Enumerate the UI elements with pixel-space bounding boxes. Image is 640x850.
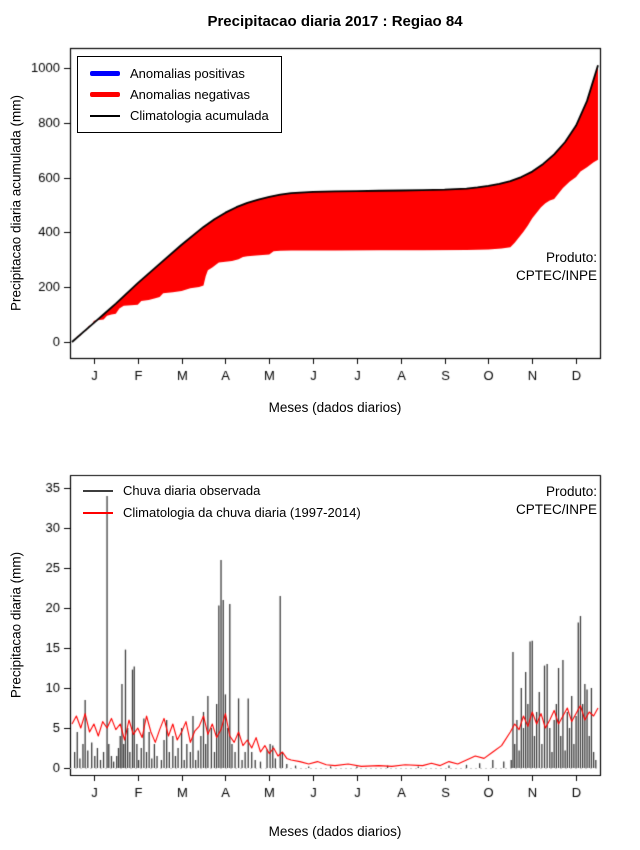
legend-label: Anomalias positivas [130, 66, 245, 81]
red-line-swatch-icon [90, 92, 120, 97]
legend-label: Anomalias negativas [130, 87, 250, 102]
red-line-swatch-icon [83, 511, 113, 514]
legend-entry-chuva-observada: Chuva diaria observada [83, 483, 361, 498]
top-chart-legend: Anomalias positivas Anomalias negativas … [77, 56, 282, 133]
bottom-chart-legend: Chuva diaria observada Climatologia da c… [77, 479, 367, 524]
legend-entry-climatologia-diaria: Climatologia da chuva diaria (1997-2014) [83, 505, 361, 520]
product-line2: CPTEC/INPE [515, 268, 597, 283]
gray-line-swatch-icon [83, 489, 113, 492]
bottom-chart-y-axis-title: Precipitacao diaria (mm) [8, 551, 24, 699]
top-chart-x-axis-title: Meses (dados diarios) [268, 400, 402, 415]
legend-entry-anomalias-positivas: Anomalias positivas [90, 66, 269, 81]
page-title: Precipitacao diaria 2017 : Regiao 84 [207, 13, 463, 30]
blue-line-swatch-icon [90, 71, 120, 76]
top-chart-product-annotation: Produto: CPTEC/INPE [516, 249, 597, 285]
legend-label: Climatologia acumulada [130, 108, 269, 123]
product-line1: Produto: [545, 484, 597, 499]
legend-label: Chuva diaria observada [123, 483, 261, 498]
product-line2: CPTEC/INPE [515, 502, 597, 517]
bottom-chart-x-axis-title: Meses (dados diarios) [268, 824, 402, 839]
legend-entry-climatologia-acumulada: Climatologia acumulada [90, 108, 269, 123]
bottom-chart-product-annotation: Produto: CPTEC/INPE [516, 483, 597, 519]
product-line1: Produto: [545, 250, 597, 265]
black-line-swatch-icon [90, 114, 120, 117]
legend-label: Climatologia da chuva diaria (1997-2014) [123, 505, 361, 520]
top-chart-y-axis-title: Precipitacao diaria acumulada (mm) [8, 94, 24, 312]
legend-entry-anomalias-negativas: Anomalias negativas [90, 87, 269, 102]
